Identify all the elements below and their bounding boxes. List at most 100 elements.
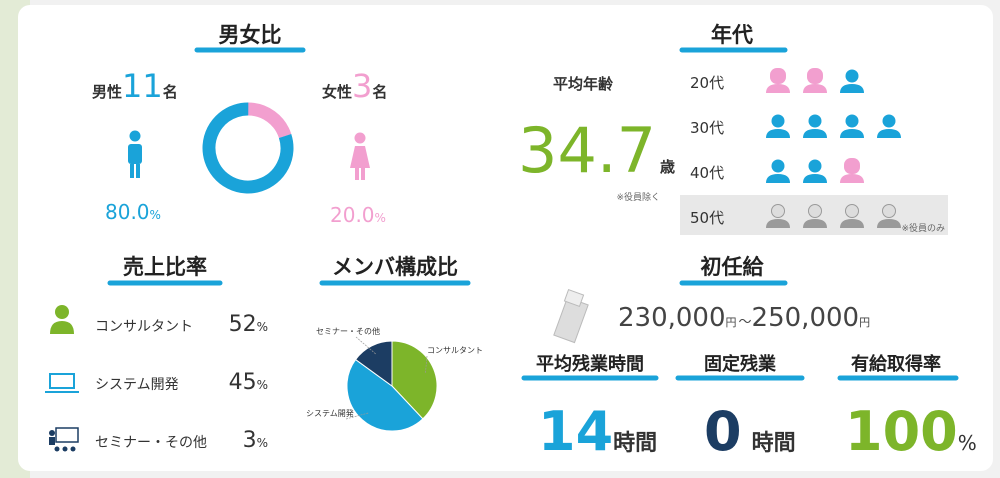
sales-value: 3% — [243, 428, 268, 453]
head — [845, 159, 859, 173]
value: 14 — [538, 400, 613, 463]
head — [845, 204, 859, 218]
shoulders — [840, 219, 864, 228]
head — [808, 114, 822, 128]
female-share: 20.0% — [330, 203, 386, 227]
value: 20.0 — [330, 203, 375, 227]
female-icon — [766, 68, 790, 93]
male-icon — [128, 130, 142, 178]
shoulders — [766, 129, 790, 138]
head — [354, 132, 366, 144]
panel — [18, 5, 993, 471]
leg — [136, 164, 140, 178]
age-label: 50代 — [690, 209, 724, 227]
section-title: 初任給 — [701, 255, 765, 279]
separator: ～ — [739, 315, 752, 330]
fixed-overtime-value: 0 時間 — [704, 400, 796, 463]
shoulders — [766, 219, 790, 228]
unit: % — [150, 208, 161, 222]
senior-icon — [840, 204, 864, 228]
count: 3 — [352, 67, 372, 105]
unit: % — [257, 378, 268, 392]
unit: % — [958, 431, 977, 455]
head — [808, 69, 822, 83]
pie-slice — [354, 340, 393, 387]
shoulders — [840, 174, 864, 183]
unit: 時間 — [613, 431, 657, 456]
paid-leave-value: 100% — [845, 400, 977, 463]
value: 100 — [845, 400, 958, 463]
shoulders — [840, 84, 864, 93]
shoulders — [840, 129, 864, 138]
head — [808, 159, 822, 173]
value: 0 — [704, 400, 742, 463]
overtime-value: 14時間 — [538, 400, 657, 463]
value: 34.7 — [518, 114, 656, 187]
torso — [128, 144, 142, 164]
unit: 名 — [372, 83, 387, 101]
leader-line — [355, 336, 376, 355]
salary-range: 230,000円 ～250,000円 — [618, 303, 870, 333]
dress — [350, 146, 370, 168]
leg — [130, 164, 134, 178]
head — [771, 114, 785, 128]
male-icon — [840, 114, 864, 138]
note: ※役員のみ — [901, 222, 945, 234]
label: 男性 — [92, 83, 122, 101]
male-icon — [803, 159, 827, 183]
head — [845, 114, 859, 128]
unit: % — [375, 211, 386, 225]
leader-line — [345, 412, 369, 420]
male-arc — [202, 102, 294, 194]
unit: 名 — [163, 83, 178, 101]
head — [882, 204, 896, 218]
shoulders — [877, 129, 901, 138]
unit: 時間 — [752, 431, 796, 456]
male-icon — [766, 159, 790, 183]
shoulders — [766, 174, 790, 183]
section-title: メンバ構成比 — [332, 255, 458, 279]
unit: 円 — [859, 316, 870, 329]
male-icon — [803, 114, 827, 138]
head — [808, 204, 822, 218]
pie-label: コンサルタント — [427, 346, 483, 355]
female-icon — [350, 132, 370, 180]
gender-donut — [202, 102, 294, 194]
head — [771, 204, 785, 218]
pie-label: システム開発 — [306, 409, 354, 418]
female-count: 女性3名 — [322, 67, 387, 105]
low: 230,000 — [618, 303, 726, 333]
count: 11 — [122, 67, 163, 105]
male-icon — [840, 69, 864, 93]
head — [845, 69, 859, 83]
sales-value: 52% — [229, 312, 268, 337]
shoulders — [766, 84, 790, 93]
section-title: 平均残業時間 — [536, 353, 644, 375]
seminar-icon — [49, 427, 79, 452]
average-age: 34.7 歳 — [518, 114, 675, 187]
female-icon — [840, 158, 864, 183]
leg — [361, 166, 365, 180]
head — [129, 130, 141, 142]
senior-icon — [877, 204, 901, 228]
male-icon — [877, 114, 901, 138]
section-title: 売上比率 — [123, 255, 207, 279]
sales-label: セミナー・その他 — [95, 435, 207, 451]
value: 52 — [229, 312, 257, 337]
gender-icons — [128, 130, 370, 180]
shoulders — [803, 174, 827, 183]
senior-icon — [766, 204, 790, 228]
senior-icon — [803, 204, 827, 228]
salary-icon — [553, 288, 589, 344]
sales-label: コンサルタント — [95, 319, 193, 335]
pie-label: セミナー・その他 — [316, 326, 380, 336]
label: 女性 — [322, 83, 352, 101]
age-label: 30代 — [690, 119, 724, 137]
leg — [355, 166, 359, 180]
age-rows: 20代 30代 40代 50代 ※役員のみ — [680, 68, 948, 235]
male-share: 80.0% — [105, 200, 161, 224]
note: ※役員除く — [616, 191, 660, 203]
